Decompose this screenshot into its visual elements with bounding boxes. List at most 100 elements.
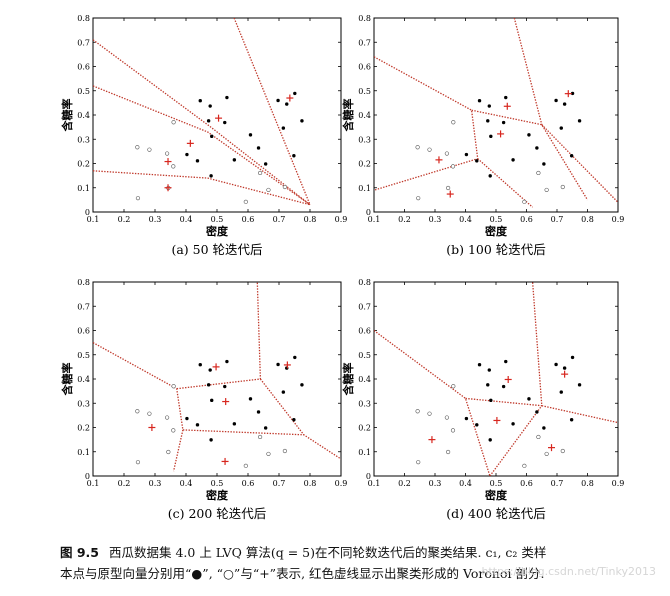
prototype-marker <box>564 90 572 98</box>
plot-area <box>374 282 618 476</box>
y-tick-label: 0.7 <box>358 302 371 311</box>
sample-point-c1 <box>511 158 515 162</box>
x-tick-label: 0.3 <box>429 479 442 488</box>
prototype-marker <box>286 94 294 102</box>
prototype-marker <box>283 361 291 369</box>
sample-point-c1 <box>256 410 261 414</box>
prototype-marker <box>164 184 172 192</box>
sample-point-c1 <box>511 422 515 426</box>
sample-point-c2 <box>522 463 527 468</box>
y-tick-label: 0.6 <box>358 63 371 72</box>
sample-point-c2 <box>164 151 170 156</box>
sample-point-c1 <box>570 91 575 96</box>
sample-point-c1 <box>501 384 506 389</box>
panel-subtitle: (a) 50 轮迭代后 <box>171 242 262 257</box>
sample-point-c1 <box>562 366 567 370</box>
sample-point-c1 <box>542 162 546 166</box>
prototype-marker <box>222 398 230 406</box>
sample-point-c2 <box>560 184 565 190</box>
voronoi-boundary <box>541 405 618 424</box>
y-tick-label: 0.3 <box>358 135 371 144</box>
sample-point-c2 <box>135 409 140 414</box>
x-axis-label: 密度 <box>485 224 508 238</box>
sample-point-c2 <box>171 428 176 433</box>
sample-point-c1 <box>281 390 286 394</box>
prototype-marker <box>503 102 511 110</box>
sample-point-c2 <box>544 451 549 457</box>
y-axis-label: 含糖率 <box>60 363 74 397</box>
panel-subtitle: (c) 200 轮迭代后 <box>168 506 267 521</box>
sample-point-c2 <box>147 147 152 152</box>
voronoi-boundary <box>489 405 543 476</box>
plot-frame <box>373 17 619 213</box>
sample-point-c1 <box>487 368 491 372</box>
y-tick-label: 0.6 <box>77 63 90 72</box>
prototype-marker <box>148 424 156 431</box>
x-axis-label: 密度 <box>206 488 229 502</box>
sample-point-c2 <box>450 428 456 433</box>
plot-frame <box>92 281 342 477</box>
sample-point-c1 <box>535 410 539 414</box>
y-tick-label: 0.8 <box>77 14 90 23</box>
sample-point-c1 <box>276 98 280 103</box>
y-tick-label: 0.4 <box>358 111 371 120</box>
sample-point-c1 <box>292 154 296 158</box>
sample-point-c1 <box>206 383 211 387</box>
x-tick-label: 0.8 <box>581 479 594 488</box>
sample-point-c1 <box>225 359 229 364</box>
prototype-marker <box>215 114 223 122</box>
x-tick-label: 0.2 <box>398 215 411 224</box>
x-tick-label: 0.3 <box>429 215 442 224</box>
x-tick-label: 0.2 <box>398 479 411 488</box>
sample-point-c1 <box>210 134 214 139</box>
x-tick-label: 0.6 <box>520 479 533 488</box>
y-tick-label: 0.5 <box>77 351 90 360</box>
sample-point-c1 <box>501 120 506 125</box>
x-tick-label: 0.7 <box>273 215 286 224</box>
sample-point-c1 <box>477 98 482 103</box>
y-axis-label: 含糖率 <box>341 363 355 397</box>
sample-point-c2 <box>444 415 449 420</box>
panel-subtitle: (d) 400 轮迭代后 <box>446 506 546 521</box>
sample-point-c1 <box>570 355 575 360</box>
x-tick-label: 0.6 <box>242 479 255 488</box>
y-tick-label: 0.3 <box>77 399 90 408</box>
sample-point-c1 <box>248 397 253 401</box>
sample-point-c1 <box>206 119 211 123</box>
sample-point-c1 <box>208 104 212 108</box>
voronoi-boundary <box>477 158 534 208</box>
prototype-marker <box>186 139 194 147</box>
x-tick-label: 0.9 <box>612 479 625 488</box>
sample-point-c2 <box>266 187 271 193</box>
sample-point-c2 <box>444 151 449 156</box>
y-tick-label: 0 <box>85 208 90 217</box>
x-tick-label: 0.9 <box>335 215 348 224</box>
sample-point-c1 <box>488 438 492 442</box>
y-axis-label: 含糖率 <box>341 99 355 133</box>
sample-point-c1 <box>195 423 200 427</box>
x-tick-label: 0.5 <box>490 215 503 224</box>
voronoi-boundary <box>93 85 311 206</box>
y-tick-label: 0.2 <box>77 424 90 433</box>
sample-point-c2 <box>266 451 271 457</box>
x-tick-label: 0.5 <box>211 479 224 488</box>
sample-point-c1 <box>293 355 297 360</box>
plot-area <box>93 18 311 206</box>
sample-point-c1 <box>504 95 508 100</box>
x-tick-label: 0.8 <box>304 479 317 488</box>
prototype-marker <box>428 436 436 444</box>
sample-point-c1 <box>559 126 563 130</box>
sample-point-c2 <box>416 460 421 465</box>
y-tick-label: 0.1 <box>358 448 371 457</box>
y-tick-label: 0.5 <box>77 87 90 96</box>
sample-point-c1 <box>281 126 286 130</box>
y-tick-label: 0.1 <box>77 448 90 457</box>
voronoi-boundary <box>93 342 184 472</box>
sample-point-c1 <box>559 390 563 394</box>
sample-point-c2 <box>544 187 549 193</box>
chart-panel-3: 0.1 0.2 0.3 0.4 0.5 0.6 0.7 0.8 0.900.10.20.30.4… <box>60 278 347 521</box>
y-tick-label: 0.1 <box>77 184 90 193</box>
sample-point-c2 <box>171 120 176 125</box>
y-tick-label: 0.7 <box>77 302 90 311</box>
